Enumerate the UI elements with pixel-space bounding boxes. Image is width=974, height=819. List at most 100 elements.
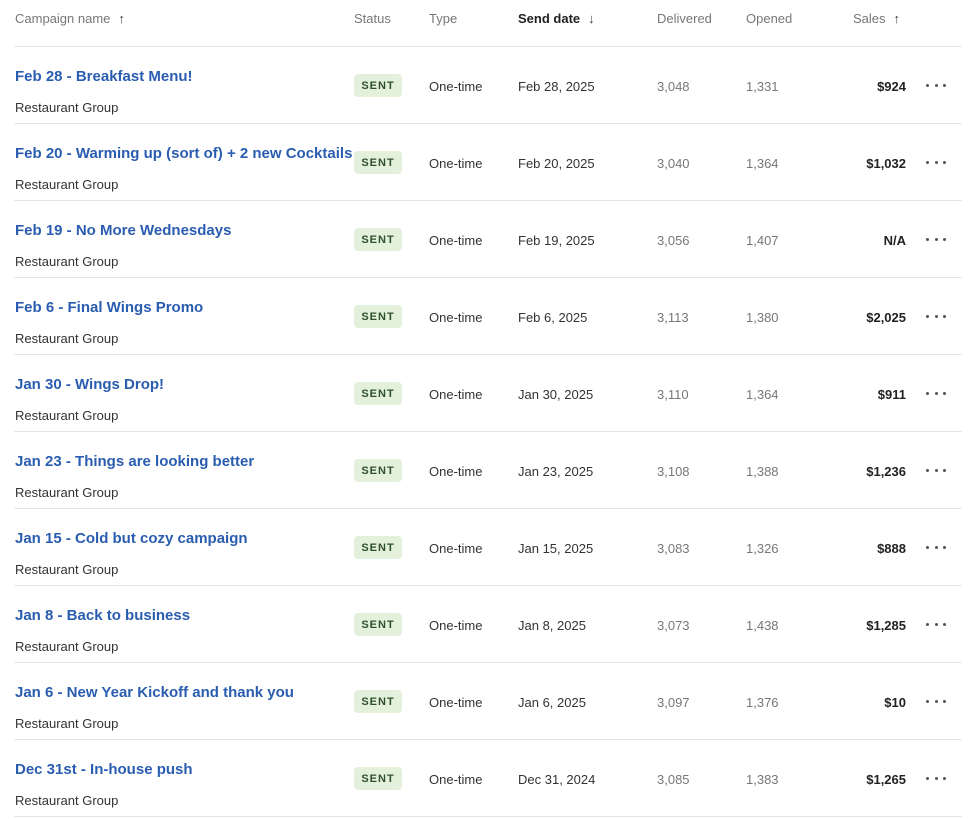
campaign-name-link[interactable]: Feb 28 - Breakfast Menu! bbox=[15, 68, 193, 85]
more-options-icon[interactable] bbox=[926, 385, 946, 401]
more-options-icon[interactable] bbox=[926, 539, 946, 555]
more-options-icon[interactable] bbox=[926, 231, 946, 247]
col-header-status-label: Status bbox=[354, 11, 391, 26]
campaign-type: One-time bbox=[429, 310, 483, 325]
send-date: Feb 19, 2025 bbox=[518, 233, 595, 248]
opened-count: 1,388 bbox=[746, 464, 779, 479]
table-row: Jan 30 - Wings Drop! Restaurant Group SENT… bbox=[14, 355, 962, 432]
delivered-count: 3,097 bbox=[657, 695, 690, 710]
send-date: Dec 31, 2024 bbox=[518, 772, 596, 787]
table-row: Jan 15 - Cold but cozy campaign Restauran… bbox=[14, 509, 962, 586]
status-badge: SENT bbox=[354, 151, 402, 174]
more-options-icon[interactable] bbox=[926, 462, 946, 478]
table-row: Feb 20 - Warming up (sort of) + 2 new Co… bbox=[14, 124, 962, 201]
more-options-icon[interactable] bbox=[926, 154, 946, 170]
delivered-count: 3,040 bbox=[657, 156, 690, 171]
campaign-name-link[interactable]: Jan 8 - Back to business bbox=[15, 607, 191, 624]
campaign-name-link[interactable]: Jan 6 - New Year Kickoff and thank you bbox=[15, 684, 294, 701]
status-badge: SENT bbox=[354, 228, 402, 251]
send-date: Feb 20, 2025 bbox=[518, 156, 595, 171]
status-badge: SENT bbox=[354, 767, 402, 790]
opened-count: 1,364 bbox=[746, 156, 779, 171]
opened-count: 1,380 bbox=[746, 310, 779, 325]
arrow-up-icon: ↑ bbox=[118, 11, 125, 26]
campaign-name-link[interactable]: Feb 19 - No More Wednesdays bbox=[15, 222, 232, 239]
sales-value: N/A bbox=[883, 233, 906, 248]
more-options-icon[interactable] bbox=[926, 693, 946, 709]
campaign-group: Restaurant Group bbox=[15, 254, 119, 269]
sales-value: $1,285 bbox=[866, 618, 906, 633]
col-header-type[interactable]: Type bbox=[429, 11, 457, 26]
sales-value: $1,032 bbox=[866, 156, 906, 171]
delivered-count: 3,056 bbox=[657, 233, 690, 248]
opened-count: 1,326 bbox=[746, 541, 779, 556]
campaign-type: One-time bbox=[429, 233, 483, 248]
delivered-count: 3,110 bbox=[657, 387, 689, 402]
campaign-group: Restaurant Group bbox=[15, 562, 119, 577]
send-date: Jan 6, 2025 bbox=[518, 695, 586, 710]
campaign-name-link[interactable]: Jan 30 - Wings Drop! bbox=[15, 376, 165, 393]
campaign-type: One-time bbox=[429, 772, 483, 787]
sales-value: $1,236 bbox=[866, 464, 906, 479]
campaign-group: Restaurant Group bbox=[15, 716, 119, 731]
sales-value: $911 bbox=[877, 387, 906, 402]
delivered-count: 3,108 bbox=[657, 464, 690, 479]
table-row: Feb 6 - Final Wings Promo Restaurant Grou… bbox=[14, 278, 962, 355]
campaign-type: One-time bbox=[429, 541, 483, 556]
campaign-group: Restaurant Group bbox=[15, 331, 119, 346]
col-header-opened-label: Opened bbox=[746, 11, 793, 26]
opened-count: 1,376 bbox=[746, 695, 779, 710]
col-header-opened[interactable]: Opened bbox=[746, 11, 792, 26]
status-badge: SENT bbox=[354, 74, 402, 97]
col-header-status[interactable]: Status bbox=[354, 11, 391, 26]
send-date: Jan 30, 2025 bbox=[518, 387, 594, 402]
col-header-campaign-name-label: Campaign name bbox=[15, 11, 111, 26]
campaign-group: Restaurant Group bbox=[15, 793, 119, 808]
table-row: Jan 8 - Back to business Restaurant Group… bbox=[14, 586, 962, 663]
campaign-type: One-time bbox=[429, 387, 483, 402]
opened-count: 1,383 bbox=[746, 772, 779, 787]
delivered-count: 3,073 bbox=[657, 618, 690, 633]
status-badge: SENT bbox=[354, 382, 402, 405]
campaign-group: Restaurant Group bbox=[15, 408, 119, 423]
opened-count: 1,438 bbox=[746, 618, 779, 633]
col-header-sales[interactable]: Sales ↑ bbox=[853, 11, 900, 26]
col-header-delivered[interactable]: Delivered bbox=[657, 11, 712, 26]
campaign-type: One-time bbox=[429, 695, 483, 710]
campaigns-table: Campaign name ↑ Status Type Send date ↓ … bbox=[14, 0, 962, 817]
more-options-icon[interactable] bbox=[926, 308, 946, 324]
campaign-group: Restaurant Group bbox=[15, 485, 119, 500]
col-header-send-date-label: Send date bbox=[518, 11, 581, 26]
status-badge: SENT bbox=[354, 690, 402, 713]
campaign-type: One-time bbox=[429, 618, 483, 633]
delivered-count: 3,085 bbox=[657, 772, 690, 787]
send-date: Jan 23, 2025 bbox=[518, 464, 594, 479]
table-header: Campaign name ↑ Status Type Send date ↓ … bbox=[14, 0, 962, 47]
sales-value: $1,265 bbox=[866, 772, 906, 787]
table-body: Feb 28 - Breakfast Menu! Restaurant Group… bbox=[14, 47, 962, 817]
opened-count: 1,364 bbox=[746, 387, 779, 402]
sales-value: $10 bbox=[884, 695, 906, 710]
sales-value: $924 bbox=[877, 79, 906, 94]
more-options-icon[interactable] bbox=[926, 616, 946, 632]
table-row: Dec 31st - In-house push Restaurant Group… bbox=[14, 740, 962, 817]
campaign-name-link[interactable]: Feb 6 - Final Wings Promo bbox=[15, 299, 204, 316]
status-badge: SENT bbox=[354, 613, 402, 636]
campaign-group: Restaurant Group bbox=[15, 100, 119, 115]
more-options-icon[interactable] bbox=[926, 77, 946, 93]
col-header-send-date[interactable]: Send date ↓ bbox=[518, 11, 595, 26]
col-header-delivered-label: Delivered bbox=[657, 11, 712, 26]
col-header-campaign-name[interactable]: Campaign name ↑ bbox=[15, 11, 125, 26]
more-options-icon[interactable] bbox=[926, 770, 946, 786]
table-row: Feb 28 - Breakfast Menu! Restaurant Group… bbox=[14, 47, 962, 124]
campaign-name-link[interactable]: Jan 23 - Things are looking better bbox=[15, 453, 255, 470]
campaign-name-link[interactable]: Dec 31st - In-house push bbox=[15, 761, 193, 778]
sales-value: $888 bbox=[877, 541, 906, 556]
status-badge: SENT bbox=[354, 536, 402, 559]
campaign-name-link[interactable]: Feb 20 - Warming up (sort of) + 2 new Co… bbox=[15, 145, 353, 162]
send-date: Feb 28, 2025 bbox=[518, 79, 595, 94]
delivered-count: 3,083 bbox=[657, 541, 690, 556]
campaign-name-link[interactable]: Jan 15 - Cold but cozy campaign bbox=[15, 530, 248, 547]
col-header-sales-label: Sales bbox=[853, 11, 886, 26]
table-row: Jan 6 - New Year Kickoff and thank you Re… bbox=[14, 663, 962, 740]
